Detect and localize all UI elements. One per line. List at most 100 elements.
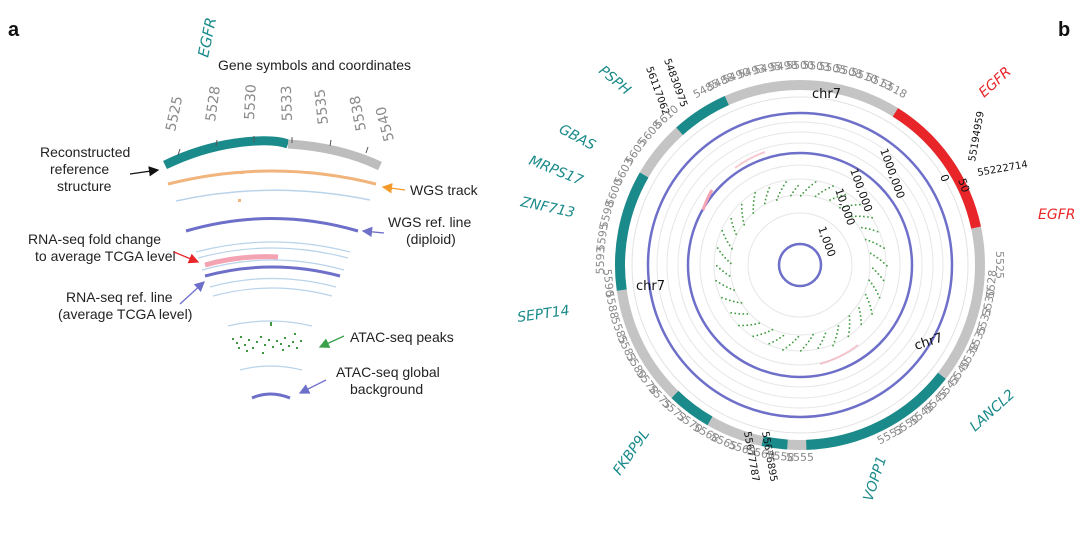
atac-dot — [848, 319, 851, 321]
grid-ring — [666, 131, 934, 399]
atac-dot — [876, 230, 879, 233]
wgs-dot — [238, 199, 241, 202]
atac-dot — [886, 265, 888, 267]
atac-dot — [854, 204, 857, 206]
atac-dot — [876, 256, 879, 259]
atac-dot — [870, 282, 873, 285]
atac-dot — [859, 203, 861, 206]
atac-dot — [802, 192, 805, 194]
atac-dot — [782, 349, 784, 351]
atac-dot — [800, 195, 802, 197]
atac-peaks-dots-b — [715, 181, 888, 352]
rna-ref-line-arc — [204, 265, 341, 278]
grid-ring — [747, 212, 853, 318]
atac-dot — [730, 262, 732, 265]
tick-a-2: 5530 — [242, 84, 260, 120]
tick-a-3: 5533 — [279, 85, 296, 121]
atac-dot — [812, 333, 814, 336]
atac-dot — [875, 289, 877, 292]
arrow-wgs-track — [381, 183, 406, 194]
atac-dot — [740, 203, 743, 206]
atac-dot — [883, 247, 885, 249]
arrow-atac-bg — [298, 379, 327, 394]
gene-label-egfr-2: EGFR — [1038, 207, 1075, 223]
atac-dot — [764, 198, 767, 201]
panel-b: b chr7 chr7 chr7 1,000 10,000 100,000 — [516, 19, 1075, 503]
atac-dot — [832, 185, 834, 187]
grid-ring — [631, 96, 969, 434]
grid-ring — [677, 142, 923, 388]
label-reconstructed-2: reference — [50, 161, 109, 177]
atac-dot — [877, 273, 880, 275]
atac-dot — [730, 218, 732, 220]
atac-dot — [819, 343, 822, 346]
atac-dot — [879, 259, 882, 262]
atac-dot — [871, 216, 873, 219]
atac-dot — [742, 324, 744, 327]
atac-dot — [730, 311, 732, 314]
label-wgs-ref-2: (diploid) — [406, 231, 456, 247]
atac-dot — [880, 276, 882, 278]
atac-dot — [725, 298, 727, 300]
atac-dot — [869, 252, 872, 255]
atac-dot — [716, 247, 719, 249]
atac-dot — [740, 302, 743, 304]
atac-dot — [817, 193, 820, 195]
atac-dot — [873, 285, 875, 288]
grid-ring — [656, 121, 944, 409]
atac-dot — [873, 254, 875, 257]
grid-arc — [201, 259, 345, 271]
scale-zero: 0 — [937, 173, 952, 184]
atac-dot — [859, 311, 861, 313]
atac-dot — [750, 323, 753, 326]
structure-arc-grey — [287, 139, 382, 171]
grid-arc — [212, 287, 333, 297]
atac-dot — [746, 324, 749, 327]
chrom-label-left: chr7 — [636, 279, 665, 294]
label-rna-fold-2: to average TCGA level — [35, 248, 176, 264]
tick-a-5: 5538 — [347, 94, 370, 132]
atac-dot — [869, 305, 871, 307]
atac-dot — [794, 338, 797, 341]
wgs-track-arc — [167, 169, 377, 186]
atac-dot — [832, 344, 834, 347]
atac-dot — [790, 194, 792, 197]
atac-dot — [797, 185, 799, 187]
atac-dot — [752, 335, 755, 338]
arrow-atac-peaks — [318, 335, 345, 348]
atac-dot — [807, 340, 810, 343]
scale-fifty: 50 — [955, 177, 972, 195]
atac-dot — [808, 186, 810, 189]
atac-dot — [794, 188, 797, 190]
ring-tick-label: 5530 — [980, 288, 998, 318]
atac-dot — [742, 220, 745, 222]
atac-dot — [768, 342, 771, 345]
atac-dot — [718, 282, 721, 284]
atac-dot — [771, 328, 774, 331]
ring-segment — [892, 108, 981, 229]
wgs-ref-line-arc — [185, 217, 359, 233]
atac-dot — [871, 313, 873, 315]
atac-dot — [736, 301, 739, 304]
atac-dot — [780, 188, 783, 190]
ring-segment — [806, 372, 946, 450]
atac-dot — [821, 190, 823, 193]
atac-dot — [741, 212, 743, 214]
ring-tick-label: 5503 — [802, 59, 831, 74]
grid-ring — [699, 164, 901, 366]
atac-dot — [800, 350, 802, 352]
ring-segment — [671, 390, 713, 426]
atac-dot — [722, 270, 724, 273]
atac-dot — [842, 205, 845, 208]
rna-fold-arc — [734, 151, 766, 169]
atac-dot — [868, 240, 871, 242]
wgs-ring — [646, 111, 954, 419]
atac-dot — [882, 279, 885, 282]
atac-dot — [872, 241, 874, 244]
atac-dot — [727, 259, 729, 262]
structure-tick-marks — [177, 136, 369, 156]
atac-dot — [847, 335, 850, 338]
atac-dot — [776, 199, 778, 201]
panel-a-label: a — [8, 19, 20, 41]
atac-dot — [721, 296, 723, 299]
